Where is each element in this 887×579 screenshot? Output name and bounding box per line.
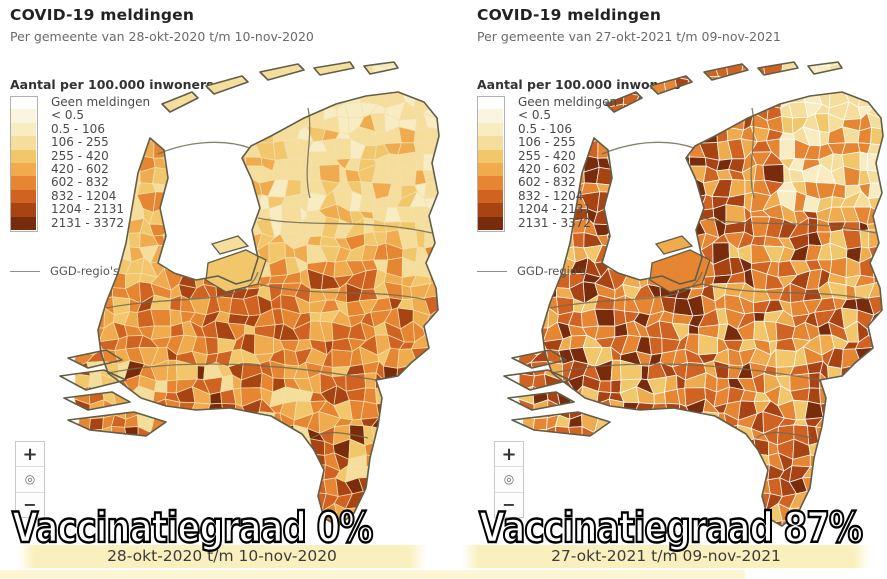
legend-item-label: 832 - 1204 xyxy=(518,188,584,203)
choropleth-map-netherlands-2021[interactable] xyxy=(490,58,885,528)
map-zoom-controls: + ◎ − xyxy=(494,441,524,518)
legend-swatch xyxy=(10,162,36,177)
legend-item-label: 106 - 255 xyxy=(518,135,576,150)
legend-title: Aantal per 100.000 inwoners xyxy=(10,77,214,92)
legend-item: Geen meldingen xyxy=(477,95,618,110)
legend-item: 0.5 - 106 xyxy=(477,121,617,137)
legend: Geen meldingen < 0.5 0.5 - 106 106 - 255 255… xyxy=(477,95,618,232)
page-title: COVID-19 meldingen xyxy=(477,6,662,24)
vaccination-rate-overlay: Vaccinatiegraad 0% xyxy=(11,503,374,554)
legend-swatch xyxy=(477,109,503,123)
legend-item: 602 - 832 xyxy=(10,175,150,190)
legend-item-label: 602 - 832 xyxy=(518,175,576,190)
legend-item: 106 - 255 xyxy=(477,135,617,150)
zoom-out-button[interactable]: − xyxy=(495,492,523,517)
legend-item: 255 - 420 xyxy=(10,148,150,163)
legend-item: 420 - 602 xyxy=(10,161,150,177)
legend-item: < 0.5 xyxy=(477,108,617,123)
ggd-label: GGD-regio's xyxy=(50,264,120,278)
legend-swatch xyxy=(10,122,36,137)
page-title: COVID-19 meldingen xyxy=(10,6,195,24)
legend-swatch xyxy=(477,122,503,137)
ggd-line-icon xyxy=(477,270,507,272)
legend-item-label: 2131 - 3372 xyxy=(518,215,592,230)
legend-item: 832 - 1204 xyxy=(10,188,150,204)
legend-item: 832 - 1204 xyxy=(477,188,617,204)
legend-item-label: 2131 - 3372 xyxy=(51,215,125,230)
legend-item-label: 255 - 420 xyxy=(518,148,576,163)
legend-item: 1204 - 2131 xyxy=(477,202,617,217)
panel-2021: COVID-19 meldingen Per gemeente van 27-o… xyxy=(444,0,887,579)
subtitle-date-range: Per gemeente van 28-okt-2020 t/m 10-nov-… xyxy=(10,29,314,44)
legend-item: 602 - 832 xyxy=(477,175,617,190)
legend-item: 255 - 420 xyxy=(477,148,617,163)
zoom-out-button[interactable]: − xyxy=(16,492,44,517)
legend-swatch xyxy=(477,176,503,190)
bottom-strip xyxy=(0,570,745,579)
legend-swatch xyxy=(10,109,36,123)
legend-swatch xyxy=(10,96,36,110)
legend-swatch xyxy=(477,189,503,204)
reset-extent-button[interactable]: ◎ xyxy=(16,467,44,493)
reset-extent-button[interactable]: ◎ xyxy=(495,467,523,493)
legend-item-label: 1204 - 2131 xyxy=(51,202,125,217)
legend-item-label: 1204 - 2131 xyxy=(518,202,592,217)
legend-item: 1204 - 2131 xyxy=(10,202,150,217)
legend-item-label: < 0.5 xyxy=(518,108,551,123)
map-zoom-controls: + ◎ − xyxy=(15,441,45,518)
legend-item-label: 0.5 - 106 xyxy=(51,121,105,136)
legend-item: Geen meldingen xyxy=(10,95,151,110)
ggd-line-icon xyxy=(10,270,40,272)
legend-item: 0.5 - 106 xyxy=(10,121,150,137)
choropleth-map-netherlands-2020[interactable] xyxy=(46,58,441,528)
legend-item: < 0.5 xyxy=(10,108,150,123)
ggd-label: GGD-regio's xyxy=(517,264,587,278)
legend-item: 420 - 602 xyxy=(477,161,617,177)
legend-item-label: 106 - 255 xyxy=(51,135,109,150)
date-range-bar: 28-okt-2020 t/m 10-nov-2020 xyxy=(18,545,426,568)
legend-item-label: 255 - 420 xyxy=(51,148,109,163)
legend-item: 2131 - 3372 xyxy=(10,215,150,230)
legend-swatch xyxy=(477,149,503,163)
legend-swatch xyxy=(10,176,36,190)
legend-swatch xyxy=(477,162,503,177)
legend-title: Aantal per 100.000 inwoners xyxy=(477,77,681,92)
legend-swatch xyxy=(477,216,503,230)
legend-item-label: 420 - 602 xyxy=(51,161,109,176)
legend-swatch xyxy=(10,136,36,150)
legend-item-label: 602 - 832 xyxy=(51,175,109,190)
legend-swatch xyxy=(477,203,503,217)
legend-swatch xyxy=(10,216,36,230)
legend-item-label: 0.5 - 106 xyxy=(518,121,572,136)
subtitle-date-range: Per gemeente van 27-okt-2021 t/m 09-nov-… xyxy=(477,29,781,44)
legend-swatch xyxy=(477,136,503,150)
legend-swatch xyxy=(10,149,36,163)
zoom-in-button[interactable]: + xyxy=(16,442,44,468)
zoom-in-button[interactable]: + xyxy=(495,442,523,468)
legend-item-label: 420 - 602 xyxy=(518,161,576,176)
legend-swatch xyxy=(477,96,503,110)
legend-item: 2131 - 3372 xyxy=(477,215,617,230)
legend-item-label: Geen meldingen xyxy=(51,95,151,109)
legend-swatch xyxy=(10,203,36,217)
panel-2020: COVID-19 meldingen Per gemeente van 28-o… xyxy=(0,0,443,579)
legend-item-label: 832 - 1204 xyxy=(51,188,117,203)
legend-item: 106 - 255 xyxy=(10,135,150,150)
vaccination-rate-overlay: Vaccinatiegraad 87% xyxy=(478,503,864,554)
legend-ggd-regions: GGD-regio's xyxy=(10,264,119,278)
legend-item-label: < 0.5 xyxy=(51,108,84,123)
legend: Geen meldingen < 0.5 0.5 - 106 106 - 255 255… xyxy=(10,95,151,232)
legend-item-label: Geen meldingen xyxy=(518,95,618,109)
legend-swatch xyxy=(10,189,36,204)
date-range-bar: 27-okt-2021 t/m 09-nov-2021 xyxy=(462,545,870,568)
legend-ggd-regions: GGD-regio's xyxy=(477,264,586,278)
